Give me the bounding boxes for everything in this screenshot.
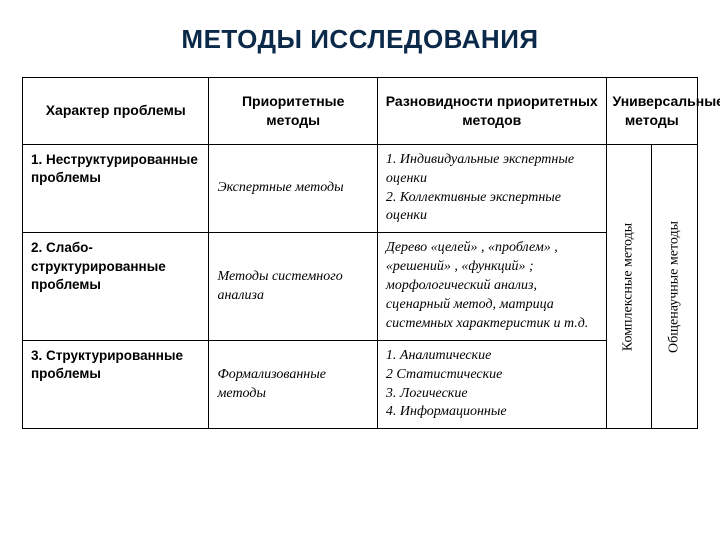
cell-variants-3: 1. Аналитические 2 Статистические 3. Лог… — [377, 340, 606, 429]
header-priority-methods: Приоритетные методы — [209, 78, 377, 145]
cell-problem-1: 1. Неструктурированные проблемы — [23, 144, 209, 233]
cell-priority-1: Экспертные методы — [209, 144, 377, 233]
cell-variants-2: Дерево «целей» , «проблем» , «решений» ,… — [377, 233, 606, 340]
table-row: 1. Неструктурированные проблемы Экспертн… — [23, 144, 698, 233]
cell-problem-3: 3. Структурированные проблемы — [23, 340, 209, 429]
header-variants: Разновидности приоритетных методов — [377, 78, 606, 145]
header-problem-nature: Характер проблемы — [23, 78, 209, 145]
vertical-label-complex: Комплексные методы — [619, 222, 638, 350]
cell-priority-3: Формализованные методы — [209, 340, 377, 429]
header-universal-methods: Универсальные методы — [606, 78, 697, 145]
methods-table: Характер проблемы Приоритетные методы Ра… — [22, 77, 698, 429]
vertical-label-general: Общенаучные методы — [665, 221, 684, 353]
cell-universal-complex: Комплексные методы — [606, 144, 652, 429]
slide: МЕТОДЫ ИССЛЕДОВАНИЯ Характер проблемы Пр… — [0, 0, 720, 540]
table-row: 2. Слабо-структурированные проблемы Мето… — [23, 233, 698, 340]
slide-title: МЕТОДЫ ИССЛЕДОВАНИЯ — [22, 24, 698, 55]
cell-universal-general: Общенаучные методы — [652, 144, 698, 429]
table-header-row: Характер проблемы Приоритетные методы Ра… — [23, 78, 698, 145]
table-row: 3. Структурированные проблемы Формализов… — [23, 340, 698, 429]
cell-priority-2: Методы системного анализа — [209, 233, 377, 340]
cell-variants-1: 1. Индивидуальные экспертные оценки 2. К… — [377, 144, 606, 233]
cell-problem-2: 2. Слабо-структурированные проблемы — [23, 233, 209, 340]
